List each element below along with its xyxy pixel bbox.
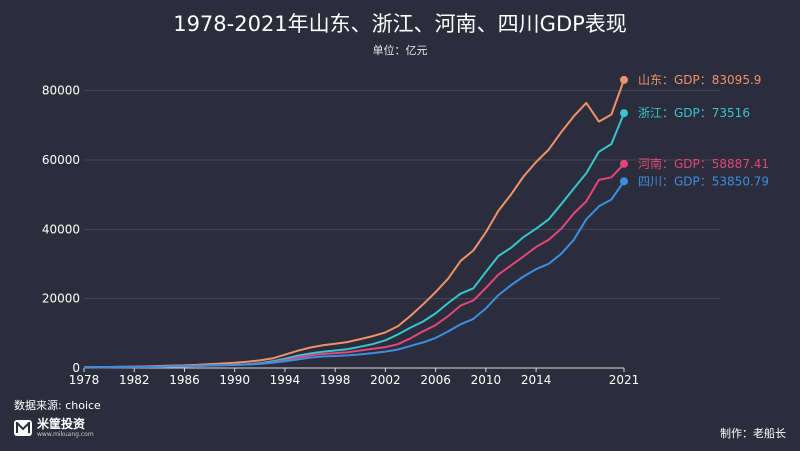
series-line-4 xyxy=(83,180,625,369)
x-tick-label: 1994 xyxy=(270,373,301,387)
chart-title: 1978-2021年山东、浙江、河南、四川GDP表现 xyxy=(173,12,627,36)
series-end-point-4 xyxy=(620,177,628,186)
y-tick-label: 0 xyxy=(72,361,80,375)
x-tick-label: 1982 xyxy=(119,373,150,387)
x-tick-label: 2010 xyxy=(471,373,502,387)
series-end-point-3 xyxy=(620,159,628,168)
brand-logo-block: 米筐投资 www.mikuang.com xyxy=(14,418,94,438)
x-tick-label: 1998 xyxy=(320,373,351,387)
y-tick-label: 80000 xyxy=(42,84,80,98)
x-tick-label: 2014 xyxy=(521,373,552,387)
series-end-label-1: 山东：GDP：83095.9 xyxy=(638,73,761,87)
series-lines xyxy=(83,75,628,369)
author-credit: 制作：老船长 xyxy=(720,427,786,440)
series-labels: 山东：GDP：83095.9 浙江：GDP：73516 河南：GDP：58887.4… xyxy=(638,73,769,188)
series-end-point-2 xyxy=(620,109,628,118)
brand-url: www.mikuang.com xyxy=(37,431,94,438)
x-tick-label: 1978 xyxy=(69,373,100,387)
x-tick-label: 1990 xyxy=(219,373,250,387)
x-tick-label: 2021 xyxy=(609,373,640,387)
series-end-label-3: 河南：GDP：58887.41 xyxy=(638,156,769,171)
series-line-2 xyxy=(83,112,625,369)
axes: 0 20000 40000 60000 80000 1978 1982 1986 1990 199… xyxy=(42,84,639,387)
y-tick-label: 40000 xyxy=(42,222,80,236)
grid-lines xyxy=(84,90,720,300)
y-tick-label: 60000 xyxy=(42,153,80,167)
chart-subtitle: 单位：亿元 xyxy=(372,44,428,57)
brand-logo-icon xyxy=(14,420,32,436)
brand-name: 米筐投资 xyxy=(37,417,86,431)
series-end-label-4: 四川：GDP：53850.79 xyxy=(638,174,769,188)
series-end-point-1 xyxy=(620,75,628,84)
series-end-label-2: 浙江：GDP：73516 xyxy=(638,106,750,120)
data-source: 数据来源: choice xyxy=(14,399,101,412)
x-tick-label: 1986 xyxy=(169,373,200,387)
y-tick-label: 20000 xyxy=(42,292,80,306)
x-tick-label: 2006 xyxy=(420,373,451,387)
x-tick-label: 2002 xyxy=(370,373,401,387)
